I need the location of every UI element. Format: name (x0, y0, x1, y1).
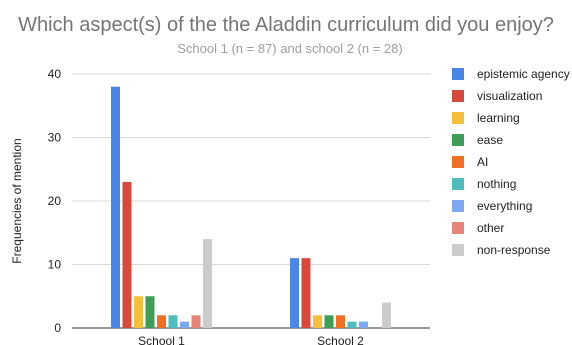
legend-label: non-response (477, 243, 551, 257)
bar-non-response (382, 302, 391, 328)
x-axis-labels: School 1 School 2 (138, 334, 364, 345)
legend-swatch (452, 222, 464, 234)
y-tick-label: 30 (48, 131, 62, 145)
legend-swatch (452, 178, 464, 190)
legend-swatch (452, 112, 464, 124)
legend-swatch (452, 90, 464, 102)
bar-ai (336, 315, 345, 328)
y-tick-label: 20 (48, 194, 62, 208)
bar-ease (145, 296, 155, 328)
bars (111, 86, 391, 328)
bar-visualization (122, 181, 132, 328)
bar-learning (313, 315, 322, 328)
y-axis-title: Frequencies of mention (10, 138, 24, 263)
legend-swatch (452, 134, 464, 146)
legend-swatch (452, 200, 464, 212)
legend-label: nothing (477, 177, 516, 191)
legend-swatch (452, 68, 464, 80)
bar-nothing (347, 321, 357, 328)
legend-label: other (477, 221, 504, 235)
gridlines: 0 10 20 30 40 (48, 67, 430, 335)
y-tick-label: 40 (48, 67, 62, 81)
bar-learning (134, 296, 143, 328)
legend-swatch (452, 244, 464, 256)
bar-epistemic-agency (111, 86, 120, 328)
y-tick-label: 10 (48, 258, 62, 272)
bar-other (191, 315, 201, 328)
x-tick-label: School 1 (138, 334, 185, 345)
bar-nothing (168, 315, 178, 328)
legend-label: ease (477, 133, 503, 147)
legend-label: learning (477, 111, 520, 125)
legend-swatch (452, 156, 464, 168)
y-tick-label: 0 (54, 321, 61, 335)
legend-label: visualization (477, 89, 542, 103)
chart-subtitle: School 1 (n = 87) and school 2 (n = 28) (177, 41, 402, 56)
legend-label: everything (477, 199, 532, 213)
bar-epistemic-agency (290, 258, 299, 328)
bar-non-response (203, 239, 212, 328)
legend-label: AI (477, 155, 488, 169)
x-tick-label: School 2 (317, 334, 364, 345)
legend-label: epistemic agency (477, 67, 570, 81)
legend: epistemic agency visualization learning eas… (452, 67, 570, 257)
bar-everything (180, 321, 189, 328)
bar-ai (157, 315, 166, 328)
bar-everything (359, 321, 368, 328)
bar-visualization (301, 258, 311, 328)
chart-title: Which aspect(s) of the the Aladdin curri… (18, 14, 554, 36)
bar-ease (324, 315, 334, 328)
